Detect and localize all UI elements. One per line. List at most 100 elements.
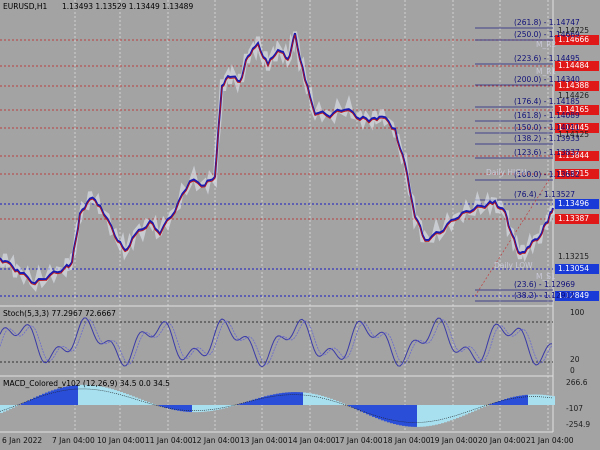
macd-bar — [159, 405, 162, 407]
macd-bar — [540, 394, 543, 405]
macd-bar — [36, 396, 39, 405]
price-scale: 1.14725 — [558, 26, 589, 35]
macd-bar — [117, 391, 120, 405]
macd-bar — [84, 384, 87, 405]
price-tag: 1.14666 — [558, 35, 589, 44]
macd-bar — [48, 391, 51, 405]
macd-bar — [363, 405, 366, 413]
marker-label: Daily LOW — [494, 261, 533, 270]
macd-bar — [384, 405, 387, 422]
macd-bar — [504, 399, 507, 405]
price-tag-bg — [555, 264, 599, 274]
macd-bar — [27, 400, 30, 405]
macd-bar — [216, 405, 219, 410]
macd-bar — [51, 390, 54, 405]
fib-label: (138.2) - 1.13933 — [514, 134, 580, 143]
price-tag: 1.14165 — [558, 105, 589, 114]
fib-label: (76.4) - 1.13527 — [514, 190, 575, 199]
macd-bar — [417, 405, 420, 427]
stoch-scale: 20 — [570, 355, 580, 364]
macd-bar — [267, 395, 270, 405]
symbol: EURUSD,H1 — [3, 2, 47, 11]
macd-bar — [153, 404, 156, 405]
macd-bar — [510, 397, 513, 405]
fib-label: (223.6) - 1.14495 — [514, 54, 580, 63]
macd-bar — [507, 398, 510, 405]
macd-bar — [423, 405, 426, 427]
macd-bar — [0, 405, 3, 413]
marker-label: M_S1 — [536, 272, 556, 281]
macd-bar — [279, 393, 282, 405]
macd-bar — [390, 405, 393, 424]
macd-bar — [492, 403, 495, 405]
macd-bar — [348, 405, 351, 407]
time-label: 17 Jan 04:00 — [335, 436, 383, 445]
time-label: 10 Jan 04:00 — [97, 436, 145, 445]
macd-bar — [519, 395, 522, 405]
price-tag-bg — [555, 123, 599, 133]
macd-bar — [411, 405, 414, 427]
macd-bar — [78, 384, 81, 405]
macd-bar — [498, 400, 501, 405]
macd-bar — [462, 405, 465, 416]
macd-bar — [294, 392, 297, 405]
macd-bar — [93, 385, 96, 405]
price-noise — [0, 31, 555, 292]
macd-bar — [192, 405, 195, 413]
macd-bar — [6, 405, 9, 411]
macd-bar — [105, 387, 108, 405]
macd-bar — [189, 405, 192, 413]
macd-bar — [237, 404, 240, 405]
macd-bar — [318, 395, 321, 405]
macd-bar — [57, 388, 60, 405]
macd-bar — [366, 405, 369, 415]
price-tag: 1.13715 — [558, 169, 589, 178]
macd-bar — [420, 405, 423, 427]
price-tag: 1.13844 — [558, 151, 589, 160]
stoch-title: Stoch(5,3,3) 77.2967 72.6667 — [3, 309, 116, 318]
fib-label: (161.8) - 1.14089 — [514, 111, 580, 120]
macd-title: MACD_Colored_v102 (12,26,9) 34.5 0.0 34.… — [3, 379, 170, 388]
macd-bar — [309, 393, 312, 405]
fib-label: (176.4) - 1.14185 — [514, 97, 580, 106]
macd-bar — [408, 405, 411, 427]
macd-bar — [435, 405, 438, 425]
macd-bar — [324, 396, 327, 405]
macd-bar — [465, 405, 468, 415]
price-tag-bg — [555, 151, 599, 161]
time-label: 13 Jan 04:00 — [240, 436, 288, 445]
macd-bar — [21, 403, 24, 405]
macd-bar — [429, 405, 432, 426]
macd-bar — [186, 405, 189, 412]
macd-bar — [195, 405, 198, 413]
fib-label: (23.6) - 1.12969 — [514, 280, 575, 289]
macd-bar — [402, 405, 405, 426]
macd-bar — [222, 405, 225, 409]
macd-bar — [273, 394, 276, 405]
macd-bar — [240, 403, 243, 405]
macd-bar — [516, 396, 519, 405]
macd-bar — [111, 389, 114, 405]
macd-bar — [396, 405, 399, 425]
macd-bar — [522, 395, 525, 405]
macd-bar — [354, 405, 357, 409]
macd-signal — [0, 388, 553, 423]
macd-scale: -254.9 — [566, 420, 590, 429]
macd-bar — [312, 393, 315, 405]
macd-bar — [306, 392, 309, 405]
macd-bar — [33, 397, 36, 405]
macd-bar — [69, 385, 72, 405]
macd-bar — [546, 395, 549, 405]
macd-bar — [198, 405, 201, 413]
macd-bar — [183, 405, 186, 412]
macd-bar — [441, 405, 444, 424]
macd-bar — [147, 402, 150, 405]
macd-bar — [45, 392, 48, 405]
macd-bar — [450, 405, 453, 421]
time-label: 19 Jan 04:00 — [430, 436, 478, 445]
marker-label: M_R2 — [536, 40, 556, 49]
time-label: 18 Jan 04:00 — [383, 436, 431, 445]
macd-bar — [339, 402, 342, 405]
quote: 1.13493 1.13529 1.13449 1.13489 — [62, 2, 193, 11]
macd-bar — [378, 405, 381, 420]
